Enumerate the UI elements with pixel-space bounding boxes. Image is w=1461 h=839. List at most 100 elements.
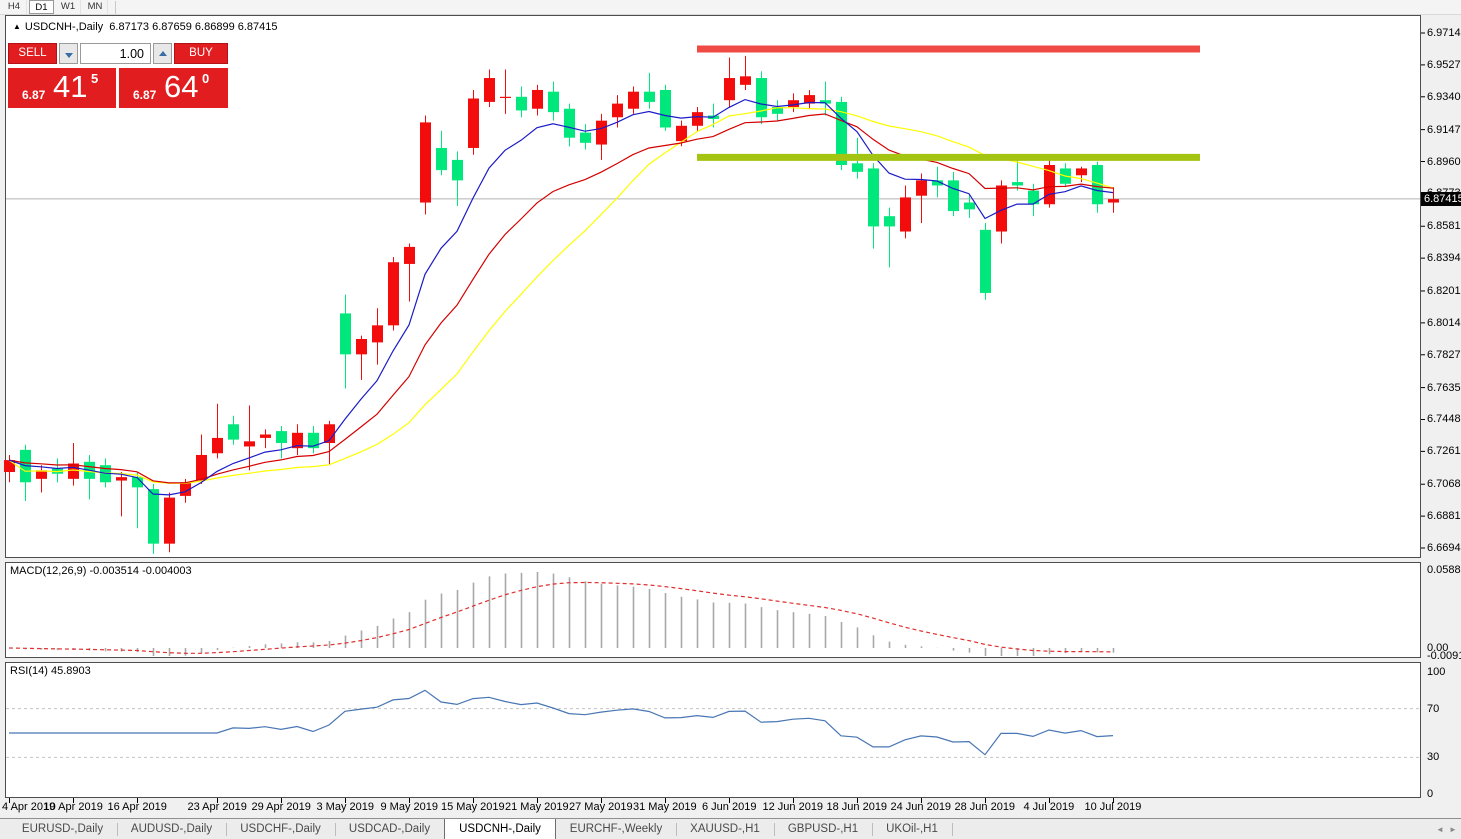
tab-separator	[872, 823, 873, 836]
date-axis-label: 18 Jun 2019	[826, 801, 888, 813]
tab-usdcnh-daily[interactable]: USDCNH-,Daily	[444, 819, 556, 839]
sell-price-button[interactable]: 6.87 41 5	[8, 68, 116, 108]
price-axis-label: 6.66945	[1427, 542, 1461, 554]
candle-body	[612, 103, 623, 118]
tab-separator	[952, 823, 953, 836]
candle-body	[356, 338, 367, 355]
candle-body	[436, 147, 447, 171]
candle-body	[900, 197, 911, 232]
buy-price-button[interactable]: 6.87 64 0	[119, 68, 228, 108]
tab-usdchf-daily[interactable]: USDCHF-,Daily	[240, 823, 321, 835]
lot-increase-button[interactable]	[153, 43, 172, 64]
tab-eurusd-daily[interactable]: EURUSD-,Daily	[21, 823, 104, 835]
tabs-scroll-right-icon[interactable]: ►	[1449, 825, 1457, 834]
ma-slow-line	[8, 107, 1114, 484]
candle-body	[468, 98, 479, 148]
tabs-scroll-left-icon[interactable]: ◄	[1436, 825, 1444, 834]
date-axis-label: 28 Jun 2019	[954, 801, 1016, 813]
date-axis-label: 10 Apr 2019	[43, 801, 103, 813]
date-axis-label: 4 Jul 2019	[1023, 801, 1075, 813]
candle-body	[228, 424, 239, 440]
toolbar-separator	[115, 1, 116, 14]
candle-body	[916, 180, 927, 196]
price-axis-label: 6.85810	[1427, 220, 1461, 233]
candle-body	[980, 229, 991, 293]
candle-body	[196, 454, 207, 481]
candle-body	[420, 122, 431, 203]
candle-body	[404, 246, 415, 264]
price-axis-label: 6.74480	[1427, 413, 1461, 426]
candle-body	[116, 477, 127, 481]
lot-decrease-button[interactable]	[59, 43, 78, 64]
date-axis-label: 3 May 2019	[316, 801, 374, 813]
chart-title: ▲ USDCNH-,Daily 6.87173 6.87659 6.86899 6…	[13, 21, 278, 33]
candle-body	[1108, 199, 1119, 203]
candle-body	[292, 432, 303, 449]
candle-body	[244, 441, 255, 447]
date-axis-label: 4 Apr 2019	[2, 801, 56, 813]
rsi-axis-label: 70	[1427, 702, 1440, 715]
candle-body	[452, 159, 463, 181]
date-axis-label: 10 Jul 2019	[1084, 801, 1142, 813]
lot-size-input[interactable]	[80, 43, 151, 64]
timeframe-button-h4[interactable]: H4	[2, 0, 27, 14]
tab-separator	[226, 823, 227, 836]
candle-body	[308, 432, 319, 449]
price-axis-label: 6.97140	[1427, 27, 1461, 39]
candle-body	[180, 482, 191, 496]
price-axis-label: 6.83940	[1427, 252, 1461, 265]
price-axis-label: 6.78275	[1427, 348, 1461, 361]
candle-body	[740, 76, 751, 85]
tab-gbpusd-h1[interactable]: GBPUSD-,H1	[787, 823, 859, 835]
candle-body	[884, 216, 895, 227]
macd-indicator-label: MACD(12,26,9) -0.003514 -0.004003	[10, 565, 192, 577]
candle-body	[676, 125, 687, 142]
tab-separator	[117, 823, 118, 836]
ma-mid-line	[8, 113, 1114, 484]
candle-body	[212, 437, 223, 454]
sell-button[interactable]: SELL	[8, 43, 57, 64]
rsi-line	[9, 689, 1114, 756]
date-axis-label: 15 May 2019	[441, 801, 505, 813]
candle-body	[596, 120, 607, 145]
tab-separator	[774, 823, 775, 836]
candle-body	[868, 168, 879, 227]
tab-ukoil-h1[interactable]: UKOil-,H1	[886, 823, 938, 835]
sell-price-point: 5	[91, 71, 99, 86]
tab-audusd-daily[interactable]: AUDUSD-,Daily	[130, 823, 213, 835]
candle-body	[628, 91, 639, 109]
tab-separator	[335, 823, 336, 836]
sell-price-pips: 41	[53, 69, 88, 104]
candle-body	[788, 100, 799, 108]
timeframe-button-w1[interactable]: W1	[56, 0, 81, 14]
timeframe-button-mn[interactable]: MN	[83, 0, 108, 14]
rsi-axis-label: 100	[1427, 666, 1446, 678]
candle-body	[948, 180, 959, 212]
price-axis-label: 6.76350	[1427, 381, 1461, 394]
candle-body	[996, 185, 1007, 232]
candle-body	[644, 91, 655, 102]
candle-body	[580, 132, 591, 143]
rsi-pane[interactable]	[5, 662, 1421, 798]
ma-fast-line	[8, 98, 1114, 496]
buy-button[interactable]: BUY	[174, 43, 228, 64]
price-axis-label: 6.68815	[1427, 510, 1461, 523]
price-axis-label: 6.89605	[1427, 155, 1461, 168]
collapse-panel-icon[interactable]: ▲	[13, 22, 21, 31]
candle-body	[372, 325, 383, 343]
tab-eurchf-weekly[interactable]: EURCHF-,Weekly	[569, 823, 663, 835]
tab-usdcad-daily[interactable]: USDCAD-,Daily	[348, 823, 431, 835]
timeframe-toolbar: H4 D1 W1 MN	[0, 0, 1461, 15]
candle-body	[1044, 165, 1055, 205]
candle-body	[724, 78, 735, 101]
candle-body	[820, 100, 831, 104]
candle-body	[324, 424, 335, 444]
date-axis-label: 16 Apr 2019	[107, 801, 167, 813]
timeframe-button-d1[interactable]: D1	[29, 0, 54, 14]
tab-xauusd-h1[interactable]: XAUUSD-,H1	[690, 823, 760, 835]
candle-body	[500, 96, 511, 98]
arrow-down-icon	[65, 53, 73, 58]
price-axis-label: 6.93400	[1427, 90, 1461, 103]
candle-body	[1012, 182, 1023, 186]
